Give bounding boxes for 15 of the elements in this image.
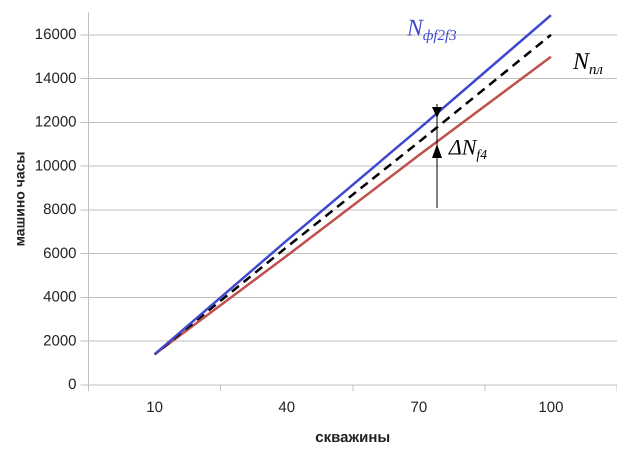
x-tick-label: 100 bbox=[538, 399, 564, 416]
y-tick-label: 8000 bbox=[43, 201, 77, 218]
x-axis-title: скважины bbox=[315, 429, 390, 446]
x-tick-label: 70 bbox=[410, 399, 428, 416]
y-tick-label: 2000 bbox=[43, 332, 77, 350]
y-axis-title: машино часы bbox=[11, 152, 28, 246]
y-tick-label: 14000 bbox=[34, 70, 77, 87]
y-tick-label: 10000 bbox=[34, 157, 77, 174]
x-tick-label: 40 bbox=[278, 399, 296, 416]
y-tick-label: 0 bbox=[68, 376, 77, 394]
y-tick-label: 12000 bbox=[34, 114, 77, 131]
y-tick-label: 4000 bbox=[43, 288, 77, 306]
y-tick-label: 16000 bbox=[34, 26, 77, 44]
y-tick-label: 6000 bbox=[43, 244, 77, 262]
x-tick-label: 10 bbox=[146, 399, 163, 416]
